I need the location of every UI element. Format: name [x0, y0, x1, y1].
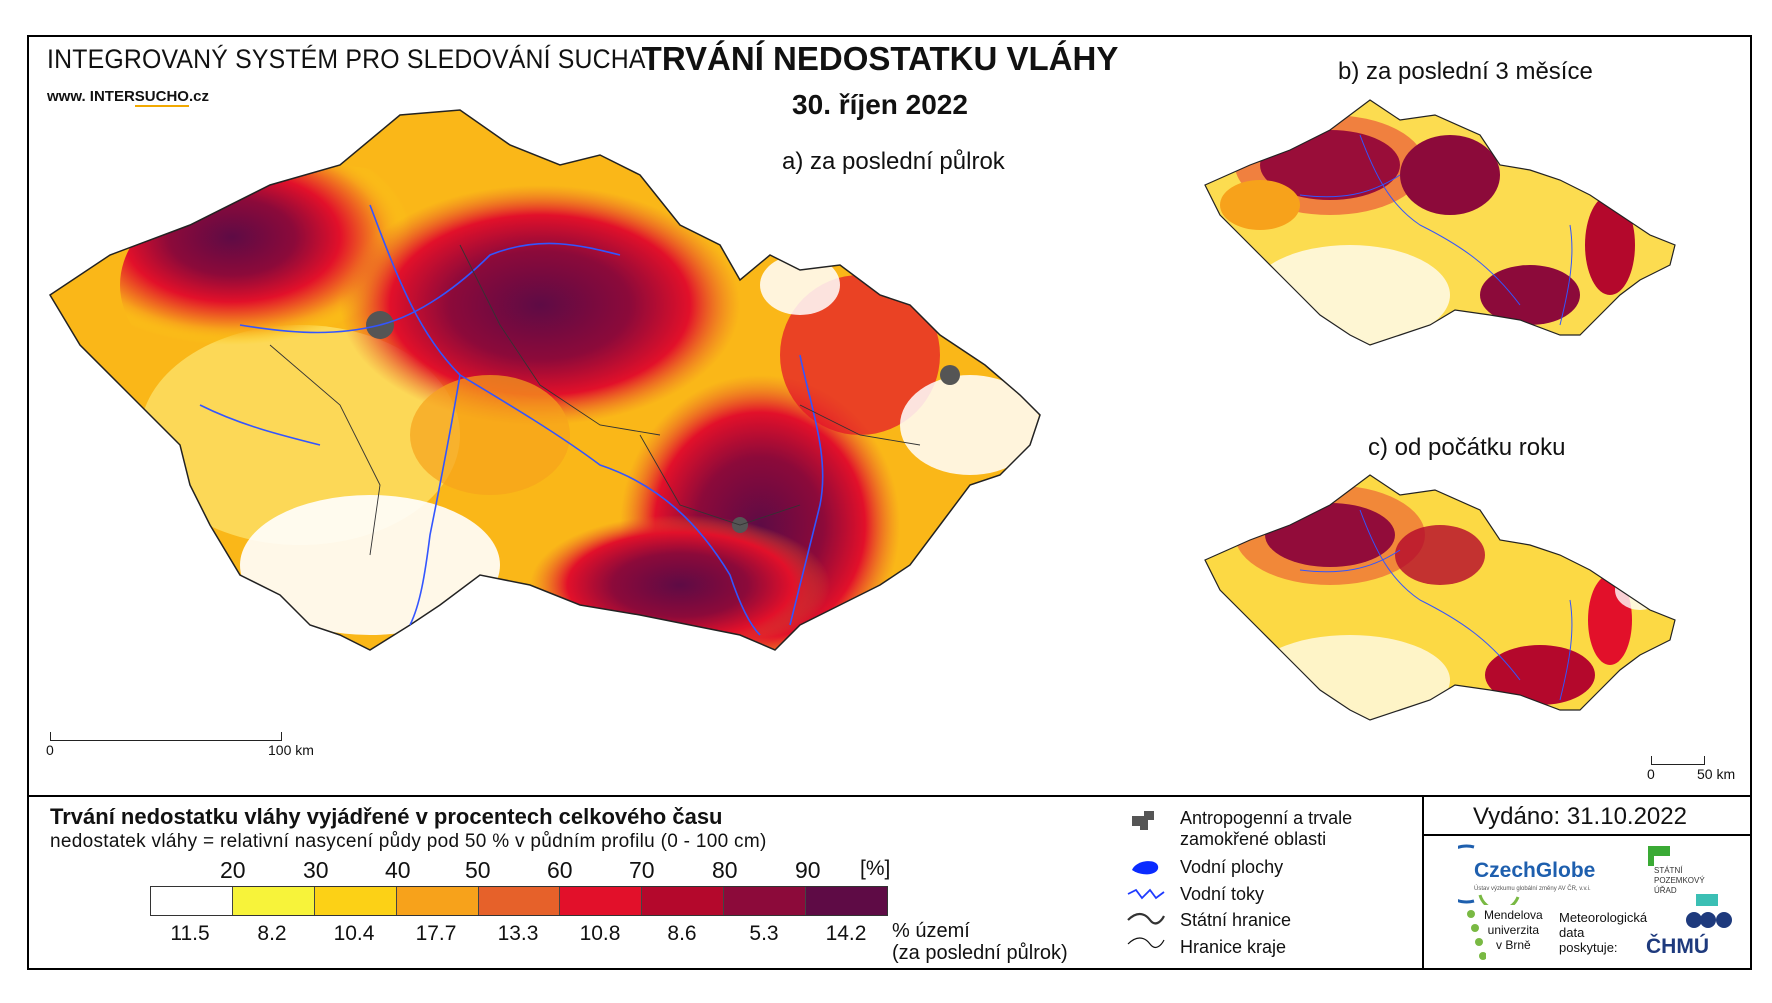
www-highlight: SUCHO: [134, 88, 189, 107]
region-border-icon: [1127, 937, 1165, 948]
state-border-a: [48, 109, 1041, 651]
color-class-6: [560, 887, 643, 915]
panel-c-label: c) od počátku roku: [1368, 434, 1566, 461]
legend-title: Trvání nedostatku vláhy vyjádřené v proc…: [50, 804, 723, 829]
meteo-line2: data: [1559, 925, 1585, 940]
color-class-8: [724, 887, 807, 915]
main-title: TRVÁNÍ NEDOSTATKU VLÁHY: [641, 40, 1119, 77]
legend-subtitle: nedostatek vláhy = relativní nasycení pů…: [50, 831, 767, 852]
meteo-data-label: Meteorologická data poskytuje:: [1559, 910, 1647, 955]
chmu-icon: [1684, 910, 1734, 930]
anthropogenic-icon: [1132, 811, 1154, 830]
scalebar-main: [50, 732, 282, 741]
pct-class-9: 14.2: [825, 922, 867, 945]
legend-anthropogenic-line1: Antropogenní a trvale: [1180, 808, 1353, 828]
chmu-text: ČHMÚ: [1646, 935, 1709, 958]
legend-state-border: Státní hranice: [1180, 910, 1292, 930]
czechglobe-text: CzechGlobe: [1474, 859, 1596, 882]
threshold-50: 50: [465, 857, 491, 883]
color-class-5: [478, 887, 561, 915]
pct-class-4: 17.7: [415, 922, 457, 945]
legend-divider: [1422, 795, 1424, 970]
pct-label: % území (za poslední půlrok): [892, 920, 1068, 964]
color-class-2: [232, 887, 315, 915]
www-prefix: www. INTER: [47, 88, 135, 105]
legend-anthropogenic: Antropogenní a trvale zamokřené oblasti: [1180, 808, 1352, 850]
mendelu-line3: v Brně: [1496, 938, 1531, 952]
pct-class-6: 10.8: [579, 922, 621, 945]
legend-water-bodies: Vodní plochy: [1180, 857, 1284, 877]
pct-label-line1: % území: [892, 920, 970, 942]
spu-line2: POZEMKOVÝ: [1654, 876, 1705, 885]
pct-class-3: 10.4: [333, 922, 375, 945]
meteo-line3: poskytuje:: [1559, 940, 1618, 955]
pct-class-1: 11.5: [170, 922, 210, 945]
spu-line3: ÚŘAD: [1654, 886, 1677, 895]
mendelu-line1: Mendelova: [1484, 908, 1543, 922]
rivers-a: [199, 204, 824, 636]
state-border-b: [1204, 99, 1676, 346]
spu-line1: STÁTNÍ: [1654, 866, 1683, 875]
czechglobe-logo: CzechGlobe Ústav výzkumu globální změny …: [1437, 843, 1608, 912]
threshold-unit: [%]: [860, 857, 891, 880]
meteo-line1: Meteorologická: [1559, 910, 1648, 925]
mendelu-line2: univerzita: [1487, 923, 1540, 937]
scalebar-small-end: 50 km: [1697, 766, 1736, 782]
issued-divider: [1422, 834, 1752, 836]
main-date: 30. říjen 2022: [792, 89, 968, 120]
color-class-3: [314, 887, 397, 915]
mendelu-logo: Mendelova univerzita v Brně: [1466, 908, 1556, 968]
pct-class-5: 13.3: [497, 922, 539, 945]
scalebar-main-start: 0: [46, 742, 54, 758]
threshold-80: 80: [712, 857, 738, 883]
website-link[interactable]: www. INTERSUCHO.cz: [47, 88, 209, 107]
legend-rivers: Vodní toky: [1180, 884, 1265, 904]
panel-a-label: a) za poslední půlrok: [782, 148, 1005, 175]
region-borders-a: [269, 244, 921, 556]
legend-section: [27, 795, 1752, 970]
system-title: INTEGROVANÝ SYSTÉM PRO SLEDOVÁNÍ SUCHA: [47, 44, 646, 74]
threshold-40: 40: [385, 857, 411, 883]
color-class-1: [151, 887, 233, 915]
legend-region-border: Hranice kraje: [1180, 937, 1287, 957]
scalebar-small: [1651, 756, 1705, 765]
color-class-7: [642, 887, 725, 915]
map-b: [1204, 99, 1676, 346]
czechglobe-subtext: Ústav výzkumu globální změny AV ČR, v.v.…: [1474, 886, 1591, 892]
pct-class-7: 8.6: [667, 922, 697, 945]
panel-b-label: b) za poslední 3 měsíce: [1338, 58, 1593, 85]
pct-class-8: 5.3: [749, 922, 779, 945]
threshold-60: 60: [547, 857, 573, 883]
spu-logo: STÁTNÍ POZEMKOVÝ ÚŘAD: [1648, 846, 1728, 910]
threshold-30: 30: [303, 857, 329, 883]
state-border-icon: [1127, 912, 1165, 925]
river-icon: [1127, 888, 1165, 900]
pct-class-2: 8.2: [257, 922, 287, 945]
threshold-20: 20: [220, 857, 246, 883]
scalebar-main-end: 100 km: [268, 742, 314, 758]
threshold-70: 70: [629, 857, 655, 883]
color-class-4: [396, 887, 479, 915]
rivers-b: [1299, 134, 1573, 326]
legend-anthropogenic-line2: zamokřené oblasti: [1180, 829, 1327, 849]
color-class-9: [806, 887, 888, 915]
state-border-c: [1204, 474, 1676, 721]
issued-date: Vydáno: 31.10.2022: [1473, 803, 1687, 830]
map-a-fill: [50, 110, 1040, 650]
color-scale-bar: [150, 886, 888, 916]
map-a: [48, 109, 1041, 651]
map-symbols: [1127, 811, 1165, 948]
scalebar-small-start: 0: [1647, 766, 1655, 782]
pct-label-line2: (za poslední půlrok): [892, 942, 1068, 964]
threshold-90: 90: [795, 857, 821, 883]
map-b-fill: [1205, 100, 1675, 345]
rivers-c: [1299, 509, 1573, 701]
water-body-icon: [1132, 861, 1159, 875]
map-c-fill: [1205, 475, 1675, 720]
www-suffix: .cz: [188, 88, 209, 105]
map-c: [1204, 474, 1676, 721]
